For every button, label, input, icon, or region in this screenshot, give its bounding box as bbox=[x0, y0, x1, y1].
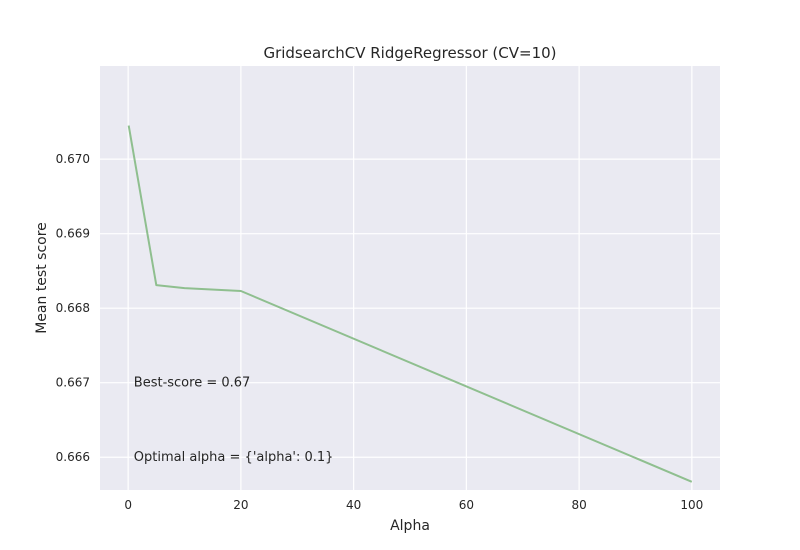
y-axis-label: Mean test score bbox=[34, 222, 50, 334]
grid bbox=[100, 66, 720, 490]
x-axis-label: Alpha bbox=[390, 518, 430, 534]
chart-title: GridsearchCV RidgeRegressor (CV=10) bbox=[263, 44, 556, 62]
y-tick-label: 0.670 bbox=[56, 152, 90, 166]
x-tick-label: 40 bbox=[346, 498, 361, 512]
y-tick-label: 0.668 bbox=[56, 301, 90, 315]
y-tick-label: 0.666 bbox=[56, 450, 90, 464]
annotation-text: Optimal alpha = {'alpha': 0.1} bbox=[134, 450, 334, 465]
annotation-text: Best-score = 0.67 bbox=[134, 376, 251, 391]
plot-background bbox=[100, 66, 720, 490]
x-tick-label: 60 bbox=[459, 498, 474, 512]
annotations: Best-score = 0.67 Optimal alpha = {'alpha… bbox=[134, 376, 334, 466]
x-tick-label: 0 bbox=[124, 498, 132, 512]
y-ticks: 0.666 0.667 0.668 0.669 0.670 bbox=[56, 152, 90, 464]
series-line bbox=[127, 125, 693, 483]
x-tick-label: 20 bbox=[233, 498, 248, 512]
x-tick-label: 100 bbox=[680, 498, 703, 512]
x-ticks: 0 20 40 60 80 100 bbox=[124, 498, 703, 512]
x-tick-label: 80 bbox=[571, 498, 586, 512]
y-tick-label: 0.667 bbox=[56, 376, 90, 390]
y-tick-label: 0.669 bbox=[56, 227, 90, 241]
series-layer bbox=[127, 125, 693, 483]
